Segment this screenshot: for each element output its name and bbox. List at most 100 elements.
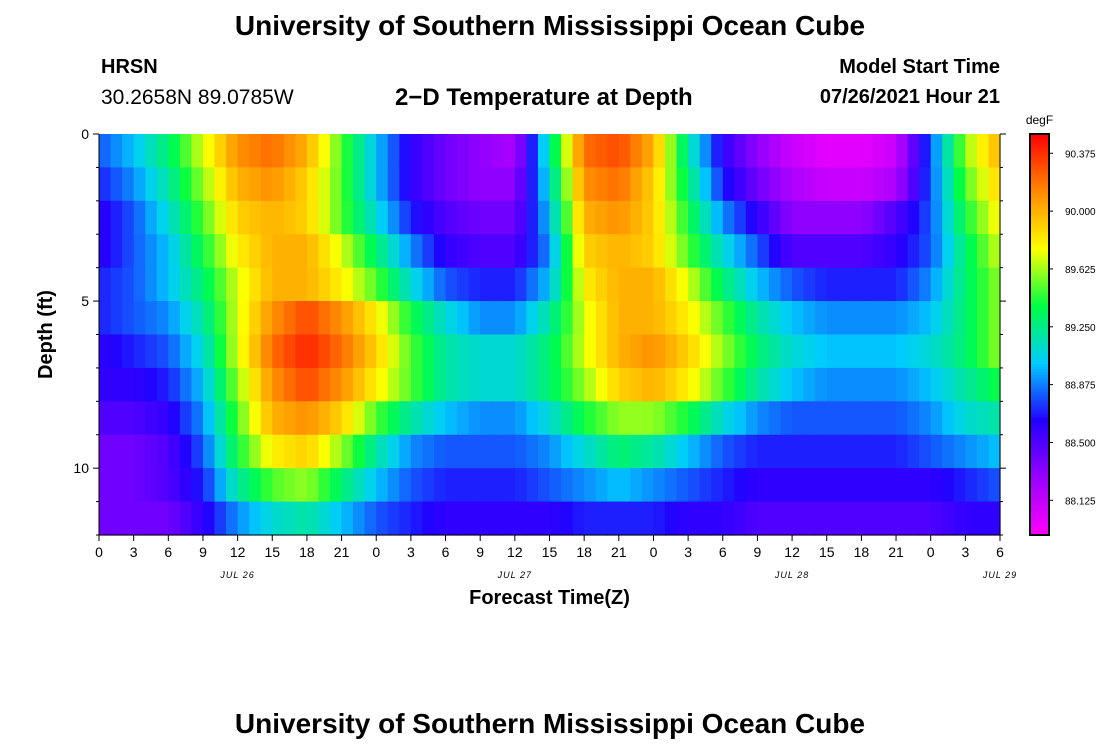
heatmap-cell bbox=[734, 334, 747, 369]
heatmap-cell bbox=[445, 334, 458, 369]
heatmap-cell bbox=[306, 367, 320, 402]
heatmap-cell bbox=[237, 334, 250, 369]
heatmap-cell bbox=[468, 267, 481, 302]
heatmap-cell bbox=[503, 267, 516, 302]
heatmap-cell bbox=[410, 334, 424, 369]
heatmap-cell bbox=[861, 134, 874, 169]
y-tick-label: 0 bbox=[81, 126, 89, 142]
heatmap-cell bbox=[468, 334, 481, 369]
heatmap-cell bbox=[919, 200, 932, 235]
heatmap-cell bbox=[387, 301, 400, 336]
heatmap-cell bbox=[306, 334, 320, 369]
heatmap-cell bbox=[191, 267, 204, 302]
heatmap-cell bbox=[803, 134, 816, 169]
heatmap-cell bbox=[514, 367, 527, 402]
heatmap-cell bbox=[872, 234, 886, 269]
colorbar-swatch bbox=[1030, 409, 1049, 413]
heatmap-cell bbox=[491, 267, 504, 302]
x-tick-label: 18 bbox=[299, 544, 315, 560]
heatmap-cell bbox=[457, 501, 470, 536]
heatmap-cell bbox=[607, 200, 620, 235]
heatmap-cell bbox=[249, 134, 262, 169]
colorbar-tick-label: 90.000 bbox=[1065, 207, 1096, 218]
heatmap-cell bbox=[722, 167, 735, 202]
heatmap-cell bbox=[364, 468, 377, 503]
heatmap-cell bbox=[353, 134, 366, 169]
heatmap-cell bbox=[526, 401, 539, 436]
heatmap-cell bbox=[491, 501, 504, 536]
colorbar-swatch bbox=[1030, 529, 1049, 534]
heatmap-cell bbox=[295, 334, 308, 369]
heatmap-cell bbox=[676, 301, 689, 336]
heatmap-cell bbox=[133, 267, 146, 302]
heatmap-cell bbox=[433, 301, 447, 336]
heatmap-cell bbox=[641, 167, 655, 202]
x-tick-label: 3 bbox=[407, 544, 415, 560]
heatmap-cell bbox=[849, 468, 862, 503]
heatmap-cell bbox=[838, 434, 851, 469]
colorbar-swatch bbox=[1030, 362, 1049, 366]
colorbar-swatch bbox=[1030, 512, 1049, 516]
heatmap-cell bbox=[202, 234, 216, 269]
heatmap-cell bbox=[237, 401, 250, 436]
heatmap-cell bbox=[722, 234, 735, 269]
heatmap-cell bbox=[445, 434, 458, 469]
heatmap-cell bbox=[641, 134, 655, 169]
heatmap-cell bbox=[295, 468, 308, 503]
heatmap-cell bbox=[618, 301, 631, 336]
heatmap-cell bbox=[283, 301, 296, 336]
colorbar-unit: degF bbox=[1026, 113, 1053, 127]
heatmap-cell bbox=[907, 167, 920, 202]
heatmap-cell bbox=[861, 234, 874, 269]
heatmap-cell bbox=[214, 501, 227, 536]
heatmap-cell bbox=[537, 301, 551, 336]
heatmap-cell bbox=[422, 301, 435, 336]
heatmap-cell bbox=[491, 334, 504, 369]
heatmap-cell bbox=[283, 501, 296, 536]
heatmap-cell bbox=[722, 134, 735, 169]
heatmap-cell bbox=[537, 468, 551, 503]
heatmap-cell bbox=[734, 367, 747, 402]
colorbar-swatch bbox=[1030, 482, 1049, 486]
colorbar-swatch bbox=[1030, 402, 1049, 406]
heatmap-cell bbox=[341, 200, 354, 235]
heatmap-cell bbox=[942, 267, 955, 302]
heatmap-cell bbox=[699, 334, 712, 369]
heatmap-cell bbox=[965, 301, 978, 336]
heatmap-cell bbox=[561, 468, 574, 503]
colorbar-swatch bbox=[1030, 239, 1049, 243]
heatmap-cell bbox=[907, 234, 920, 269]
heatmap-cell bbox=[318, 501, 331, 536]
colorbar-swatch bbox=[1030, 389, 1049, 393]
heatmap-cell bbox=[537, 401, 551, 436]
heatmap-cell bbox=[988, 134, 1001, 169]
heatmap-cell bbox=[919, 134, 932, 169]
heatmap-cell bbox=[306, 434, 320, 469]
heatmap-cell bbox=[237, 200, 250, 235]
heatmap-cell bbox=[480, 200, 493, 235]
heatmap-cell bbox=[168, 200, 181, 235]
heatmap-cell bbox=[745, 334, 759, 369]
heatmap-cell bbox=[872, 200, 886, 235]
heatmap-cell bbox=[595, 301, 608, 336]
heatmap-cell bbox=[457, 334, 470, 369]
heatmap-cell bbox=[618, 401, 631, 436]
heatmap-cell bbox=[792, 401, 805, 436]
heatmap-cell bbox=[722, 267, 735, 302]
heatmap-cell bbox=[965, 134, 978, 169]
heatmap-cell bbox=[976, 134, 990, 169]
heatmap-cell bbox=[884, 234, 897, 269]
heatmap-cell bbox=[768, 167, 782, 202]
heatmap-cell bbox=[653, 401, 666, 436]
heatmap-cell bbox=[618, 200, 631, 235]
heatmap-cell bbox=[353, 401, 366, 436]
heatmap-cell bbox=[792, 468, 805, 503]
heatmap-cell bbox=[133, 367, 146, 402]
heatmap-cell bbox=[745, 367, 759, 402]
heatmap-cell bbox=[399, 401, 412, 436]
heatmap-cell bbox=[514, 267, 527, 302]
colorbar-swatch bbox=[1030, 134, 1049, 138]
heatmap-cell bbox=[711, 401, 724, 436]
heatmap-cell bbox=[122, 367, 135, 402]
heatmap-cell bbox=[445, 200, 458, 235]
